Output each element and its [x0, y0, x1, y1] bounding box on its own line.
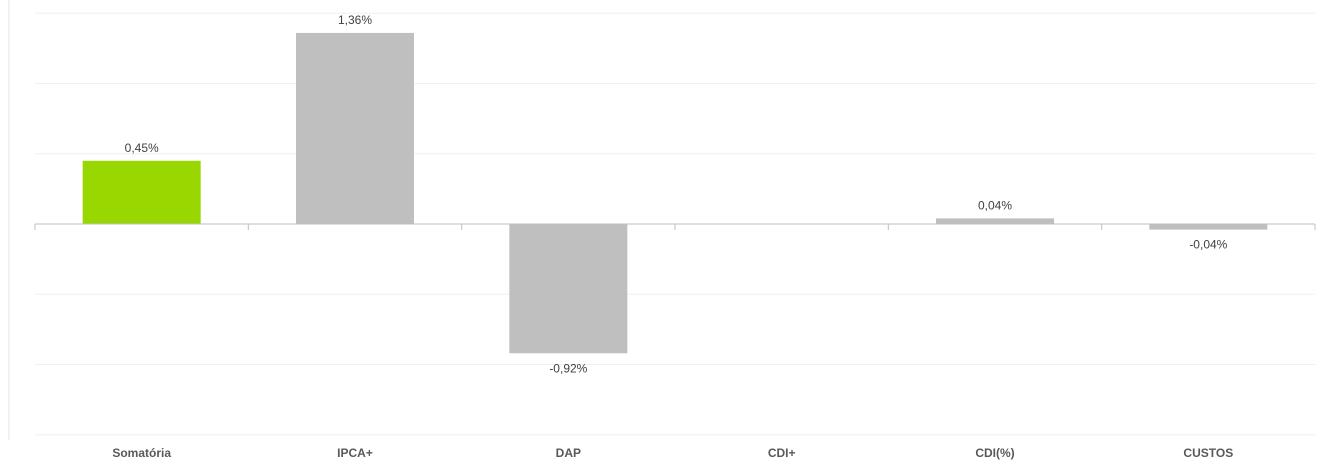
category-labels: Somatória IPCA+ DAP CDI+ CDI(%) CUSTOS — [112, 446, 1233, 460]
data-label: 0,45% — [125, 141, 159, 155]
x-axis — [34, 223, 1316, 230]
category-label: Somatória — [112, 446, 171, 460]
bar-1 — [296, 32, 414, 224]
data-label: 0,04% — [978, 198, 1012, 212]
bar-4 — [936, 218, 1054, 224]
data-label: -0,04% — [1189, 238, 1227, 252]
gridlines — [35, 12, 1315, 436]
bar-5 — [1149, 224, 1268, 230]
data-label: -0,92% — [549, 361, 587, 375]
data-label: 1,36% — [338, 13, 372, 27]
category-label: CDI+ — [768, 446, 796, 460]
bars — [82, 32, 1268, 354]
value-labels: 0,45% 1,36% -0,92% 0,04% -0,04% — [125, 13, 1228, 375]
category-label: IPCA+ — [337, 446, 373, 460]
bar-0 — [82, 160, 201, 224]
category-label: DAP — [556, 446, 581, 460]
category-label: CDI(%) — [975, 446, 1014, 460]
bar-2 — [509, 224, 628, 354]
category-label: CUSTOS — [1183, 446, 1233, 460]
